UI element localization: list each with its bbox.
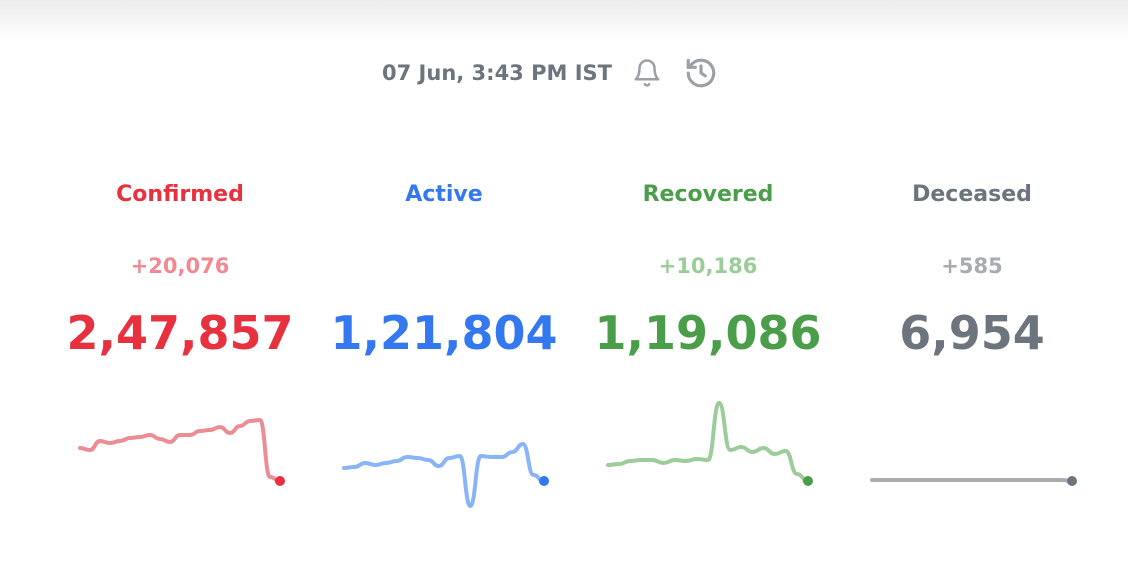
stat-card-confirmed[interactable]: Confirmed +20,076 2,47,857 [48,0,312,584]
sparkline-path [342,441,546,509]
sparkline-path [78,417,282,483]
sparkline-recovered [606,400,813,486]
header: 07 Jun, 3:43 PM IST [0,56,1128,90]
stat-card-deceased[interactable]: Deceased +585 6,954 [840,0,1104,584]
sparkline-end-dot [1067,476,1077,486]
history-icon[interactable] [684,56,718,90]
top-shadow [0,0,1128,40]
bell-icon[interactable] [630,56,664,90]
sparkline-confirmed [78,417,285,486]
stat-label: Recovered [642,182,774,207]
sparkline-active [342,441,549,509]
sparkline-end-dot [539,476,549,486]
stat-delta: +10,186 [658,254,758,278]
stat-total: 1,19,086 [594,306,822,360]
stat-total: 2,47,857 [66,306,294,360]
stat-total: 1,21,804 [330,306,558,360]
last-updated: 07 Jun, 3:43 PM IST [382,61,612,85]
stat-label: Confirmed [116,182,244,207]
sparkline-path [606,400,810,483]
stat-delta: +585 [941,254,1003,278]
sparkline-end-dot [803,476,813,486]
stat-card-recovered[interactable]: Recovered +10,186 1,19,086 [576,0,840,584]
sparkline-path [870,478,1074,483]
stat-label: Active [405,182,483,207]
stat-delta: +20,076 [130,254,230,278]
stat-card-active[interactable]: Active 1,21,804 [312,0,576,584]
stats-row: Confirmed +20,076 2,47,857 Active 1,21,80… [48,0,1104,584]
stat-total: 6,954 [899,306,1045,360]
stat-label: Deceased [912,182,1032,207]
sparkline-end-dot [275,476,285,486]
sparkline-deceased [870,476,1077,486]
